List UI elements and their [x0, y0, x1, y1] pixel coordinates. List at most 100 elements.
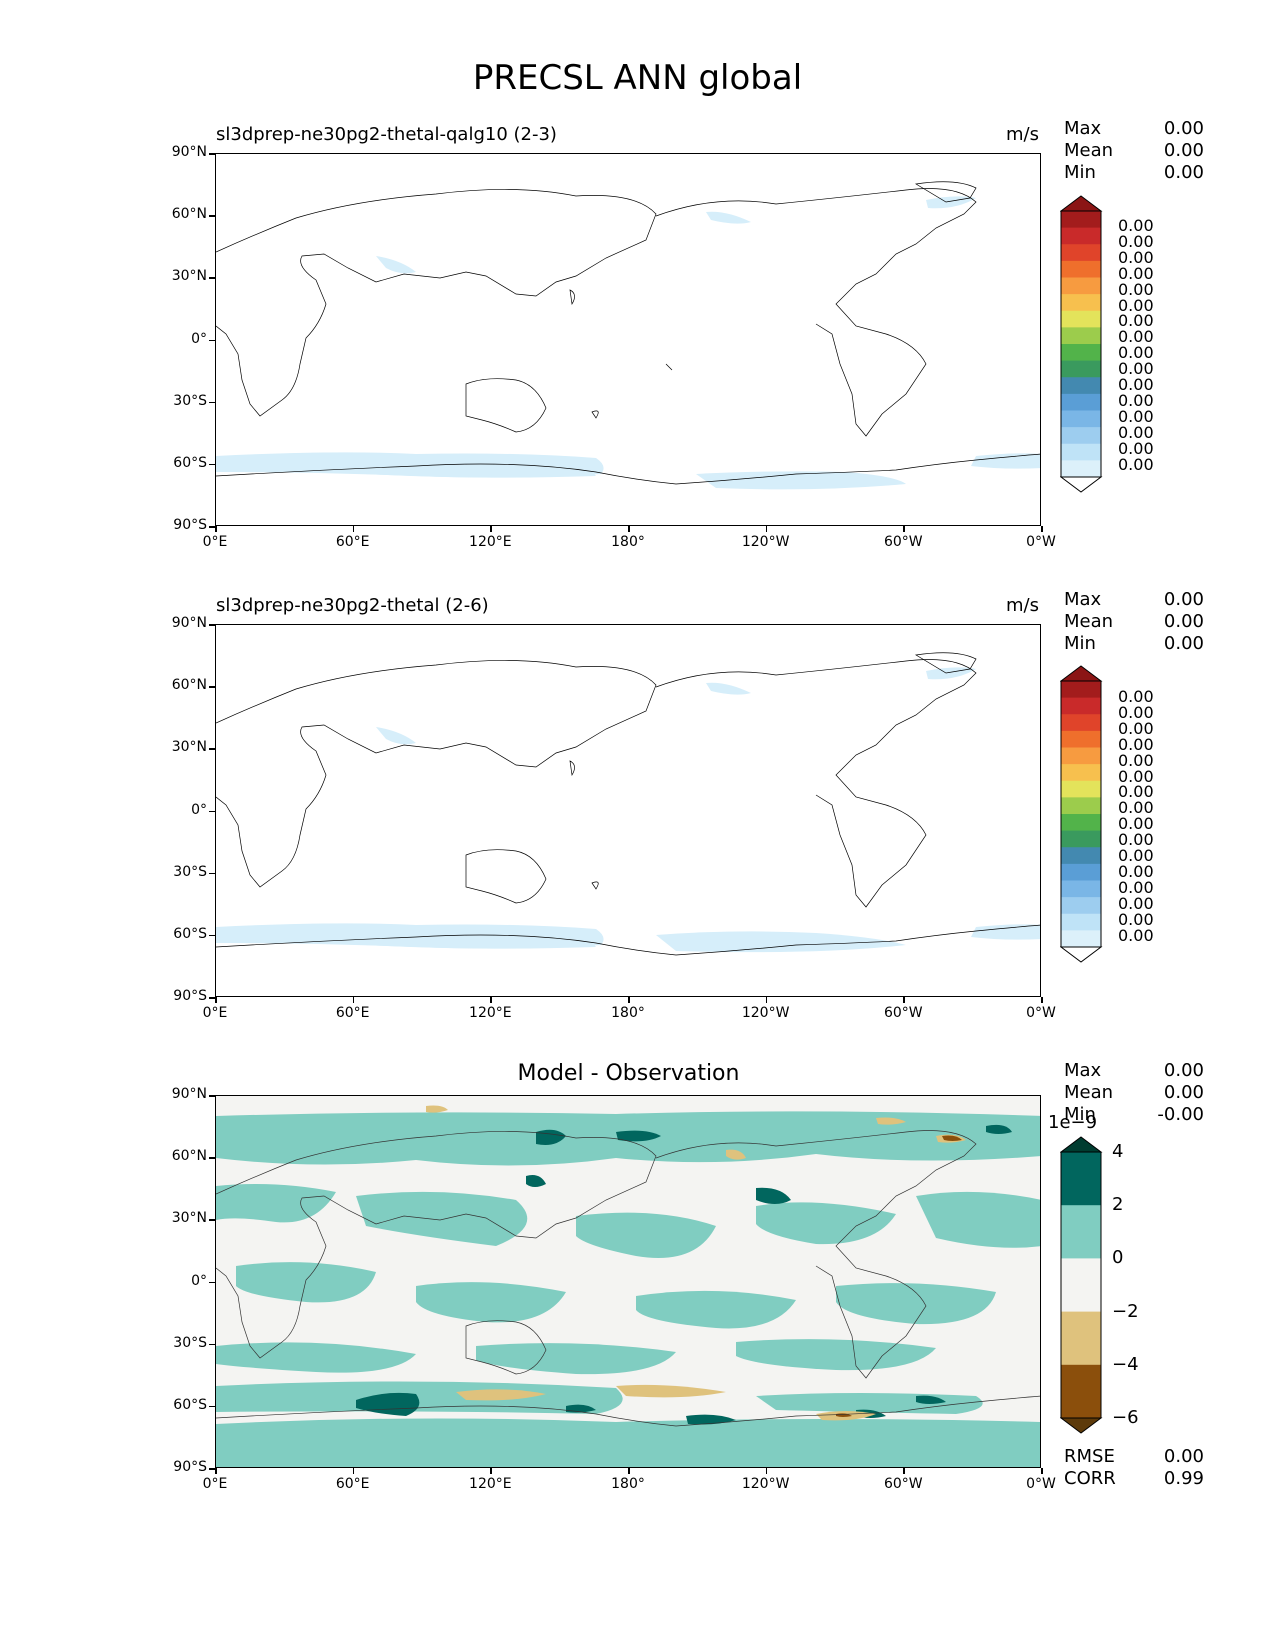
panel-1-precip-shading: [216, 196, 1040, 490]
colorbar-tick-label: 0.00: [1118, 438, 1154, 458]
panel-1-lat-tick: [209, 277, 215, 279]
panel-3-lat-tick-label: 30°N: [171, 1210, 207, 1227]
colorbar-tick-label: 0.00: [1118, 216, 1154, 235]
panel-1-lat-tick: [209, 215, 215, 217]
colorbar-tick-label: 0.00: [1118, 734, 1154, 754]
panel-3-lat-tick-label: 30°S: [173, 1334, 207, 1351]
panel-3-colorbar-segment: [1061, 1364, 1101, 1419]
panel-2-lat-tick: [209, 997, 215, 999]
panel-1-lon-tick-label: 0°W: [1026, 534, 1056, 550]
panel-1-lat-tick: [209, 526, 215, 528]
panel-1-lat-tick-label: 0°: [191, 330, 207, 347]
colorbar-tick-label: 0.00: [1118, 454, 1154, 474]
panel-1-colorbar-segment: [1061, 427, 1101, 445]
panel-2-lon-tick: [628, 997, 630, 1003]
panel-1-coastlines: [216, 181, 1040, 485]
panel-2-colorbar: [1060, 665, 1103, 963]
colorbar-tick-label: 0.00: [1118, 263, 1154, 283]
panel-2-lon-tick: [215, 997, 217, 1003]
panel-2-lat-tick-label: 30°N: [171, 739, 207, 756]
panel-3-lon-tick: [903, 1468, 905, 1474]
panel-2-lat-tick-label: 0°: [191, 801, 207, 818]
panel-1-colorbar-extend-min: [1060, 476, 1103, 493]
panel-1-colorbar-extend-max: [1060, 195, 1103, 212]
panel-2-colorbar-segment: [1061, 930, 1101, 948]
panel-2-colorbar-segment: [1061, 797, 1101, 815]
panel-2-units: m/s: [1006, 595, 1039, 616]
panel-1-colorbar-segment: [1061, 460, 1101, 478]
panel-1-lon-tick-label: 180°: [611, 534, 645, 550]
panel-1-colorbar-segment: [1061, 327, 1101, 345]
panel-3-lat-tick-label: 90°S: [173, 1459, 207, 1475]
panel-2-lon-tick-label: 120°W: [741, 1005, 790, 1021]
panel-3-lon-tick: [352, 1468, 355, 1474]
panel-2-colorbar-segment: [1061, 780, 1101, 798]
panel-2-map: [215, 624, 1041, 997]
panel-1-colorbar-segment: [1061, 443, 1101, 461]
panel-3-stat-min: Min -0.00: [1064, 1104, 1204, 1125]
panel-3-lon-tick-label: 60°E: [335, 1476, 370, 1492]
panel-3-colorbar-tick-label: −2: [1112, 1300, 1139, 1322]
panel-3-lon-tick: [765, 1468, 768, 1474]
panel-1-lat-tick-label: 60°N: [171, 206, 207, 223]
panel-2-precip-shading: [216, 667, 1040, 953]
panel-2-lon-tick: [1041, 997, 1043, 1003]
panel-3-lat-tick: [209, 1468, 215, 1470]
panel-3-map: [215, 1095, 1041, 1468]
panel-1-colorbar-segment: [1061, 277, 1101, 295]
panel-1-colorbar-segment: [1061, 310, 1101, 328]
colorbar-tick-label: 0.00: [1118, 877, 1154, 897]
panel-2-colorbar-segment: [1061, 913, 1101, 931]
panel-2-lon-tick-label: 0°W: [1026, 1005, 1056, 1021]
panel-2-stat-min: Min 0.00: [1064, 633, 1204, 654]
panel-3-lon-tick-label: 60°W: [883, 1476, 923, 1492]
panel-3-lon-tick: [490, 1468, 492, 1474]
panel-1-colorbar-segment: [1061, 410, 1101, 428]
panel-3-coastlines: [216, 1130, 1040, 1427]
panel-3-lon-tick-label: 180°: [611, 1476, 645, 1492]
panel-3-lat-tick-label: 0°: [191, 1272, 207, 1289]
panel-1-lat-tick: [209, 401, 215, 404]
panel-1-colorbar: [1060, 195, 1103, 493]
panel-2-colorbar-extend-min: [1060, 946, 1103, 963]
panel-3-colorbar-tick-label: −4: [1112, 1353, 1139, 1375]
panel-3-colorbar-segment: [1061, 1311, 1101, 1366]
panel-3-lon-tick: [1041, 1468, 1043, 1474]
panel-1-lon-tick: [1041, 526, 1043, 532]
panel-2-lon-tick-label: 120°E: [469, 1005, 512, 1021]
colorbar-tick-label: 0.00: [1118, 311, 1154, 331]
panel-1-colorbar-segment: [1061, 393, 1101, 411]
panel-2-colorbar-segment: [1061, 814, 1101, 832]
panel-2-title: sl3dprep-ne30pg2-thetal (2-6): [216, 595, 489, 616]
colorbar-tick-label: 0.00: [1118, 750, 1154, 770]
panel-3-lon-tick-label: 0°W: [1026, 1476, 1056, 1492]
panel-3-lon-tick-label: 0°E: [202, 1476, 228, 1492]
panel-1-lon-tick: [903, 526, 905, 532]
panel-2-colorbar-segment: [1061, 880, 1101, 898]
panel-1-colorbar-segment: [1061, 244, 1101, 262]
colorbar-tick-label: 0.00: [1118, 247, 1154, 267]
panel-2-lat-tick-label: 90°S: [173, 988, 207, 1004]
panel-3-lon-tick-label: 120°E: [469, 1476, 512, 1492]
panel-3-colorbar-segment: [1061, 1152, 1101, 1206]
figure-title: PRECSL ANN global: [472, 58, 803, 98]
panel-1-lat-tick-label: 90°S: [173, 517, 207, 533]
panel-1-lon-tick-label: 120°E: [469, 534, 512, 550]
panel-2-colorbar-segment: [1061, 681, 1101, 699]
panel-3-colorbar-tick-label: −6: [1112, 1407, 1139, 1428]
panel-3-diff-shading-strong-negative: [836, 1135, 962, 1417]
colorbar-tick-label: 0.00: [1118, 687, 1154, 706]
panel-3-lat-tick: [209, 1157, 215, 1159]
panel-2-lon-tick-label: 180°: [611, 1005, 645, 1021]
panel-3-stat-rmse: RMSE 0.00: [1064, 1446, 1204, 1467]
panel-2-colorbar-segment: [1061, 830, 1101, 848]
colorbar-tick-label: 0.00: [1118, 702, 1154, 722]
panel-2-lat-tick: [209, 872, 215, 875]
colorbar-tick-label: 0.00: [1118, 798, 1154, 818]
panel-3-title: Model - Observation: [517, 1061, 740, 1086]
panel-3-colorbar-segment: [1061, 1258, 1101, 1313]
panel-3-colorbar-extend-max: [1060, 1136, 1103, 1153]
panel-3-lon-tick: [628, 1468, 630, 1474]
panel-2-colorbar-segment: [1061, 863, 1101, 881]
panel-1-lat-tick-label: 30°N: [171, 268, 207, 285]
